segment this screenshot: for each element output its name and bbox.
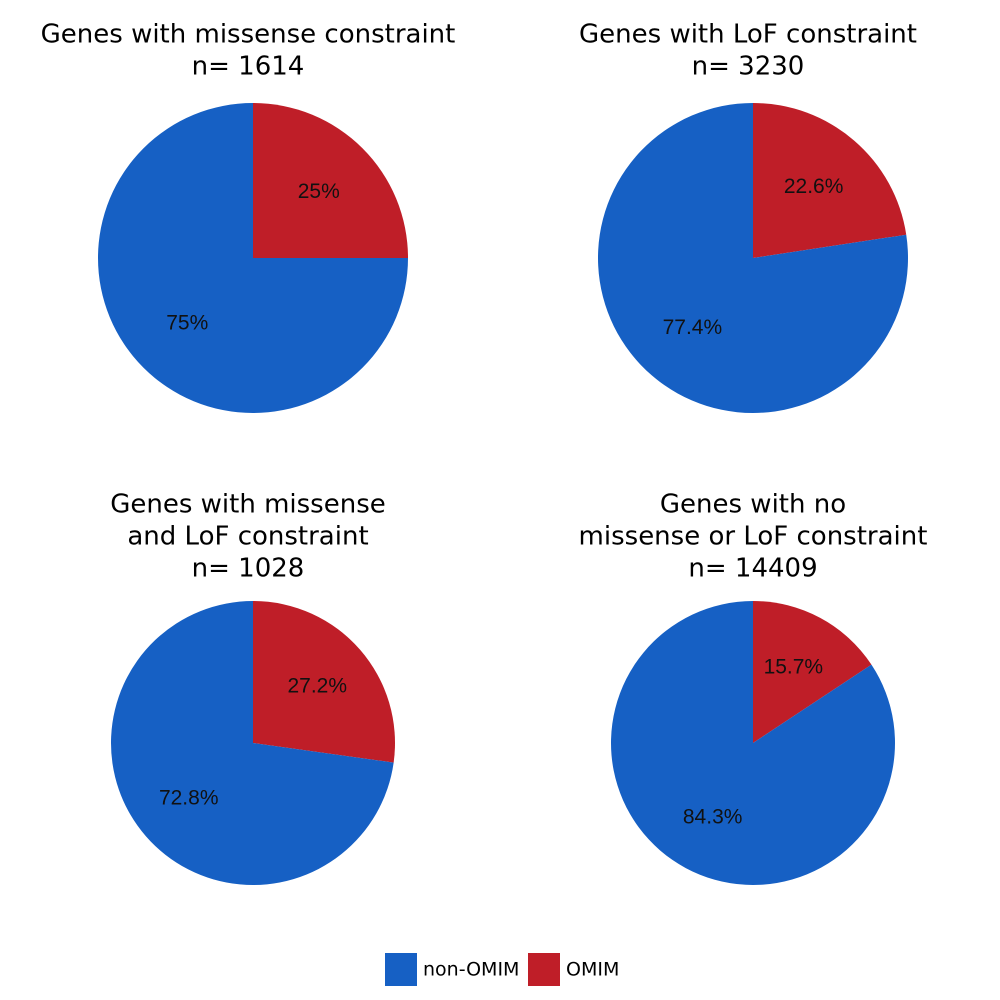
pie-slice-omim <box>253 601 395 763</box>
pie-slice-label-non-omim: 75% <box>166 311 208 334</box>
pie-slice-omim <box>753 601 872 743</box>
legend-label-omim: OMIM <box>566 959 619 981</box>
legend-swatch-non-omim <box>385 953 417 986</box>
pie-slice-label-non-omim: 72.8% <box>159 786 219 809</box>
pie-title-line: Genes with LoF constraint <box>579 19 917 49</box>
pie-title-line: n= 3230 <box>692 51 805 81</box>
pie-slice-omim <box>253 103 408 258</box>
pie-slice-non-omim <box>611 601 896 885</box>
pie-slice-label-omim: 27.2% <box>287 675 347 698</box>
pie-slice-non-omim <box>598 103 909 414</box>
pie-slice-label-non-omim: 84.3% <box>683 806 743 829</box>
legend: non-OMIM OMIM <box>385 953 619 986</box>
pie-slice-label-omim: 22.6% <box>784 175 844 198</box>
pie-slice-non-omim <box>98 103 408 413</box>
pie-slice-label-omim: 15.7% <box>764 656 824 679</box>
pie-title-line: Genes with missense <box>110 489 386 519</box>
pie-title-line: missense or LoF constraint <box>579 521 928 551</box>
legend-label-non-omim: non-OMIM <box>423 959 519 981</box>
legend-swatch-omim <box>528 953 560 986</box>
pie-title-line: n= 1614 <box>192 51 305 81</box>
pie-title-line: Genes with no <box>660 489 846 519</box>
pie-title-line: n= 1028 <box>192 553 305 583</box>
pie-slice-non-omim <box>110 601 394 886</box>
pie-title-line: n= 14409 <box>688 553 817 583</box>
pie-slice-label-non-omim: 77.4% <box>663 316 723 339</box>
pie-title-line: Genes with missense constraint <box>41 19 456 49</box>
pie-slice-omim <box>753 103 907 258</box>
pie-slice-label-omim: 25% <box>298 180 340 203</box>
pie-title-line: and LoF constraint <box>127 521 368 551</box>
